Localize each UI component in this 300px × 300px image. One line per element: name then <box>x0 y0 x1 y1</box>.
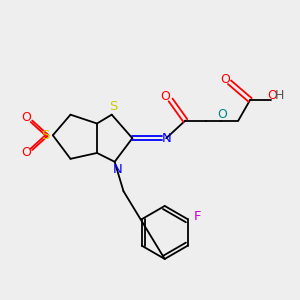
Text: N: N <box>161 132 171 145</box>
Text: S: S <box>109 100 117 113</box>
Text: O: O <box>267 89 277 102</box>
Text: O: O <box>220 73 230 86</box>
Text: N: N <box>113 163 122 176</box>
Text: O: O <box>21 111 31 124</box>
Text: S: S <box>41 129 50 142</box>
Text: F: F <box>194 210 202 223</box>
Text: H: H <box>275 89 284 102</box>
Text: O: O <box>160 91 170 103</box>
Text: O: O <box>21 146 31 159</box>
Text: O: O <box>217 108 227 121</box>
